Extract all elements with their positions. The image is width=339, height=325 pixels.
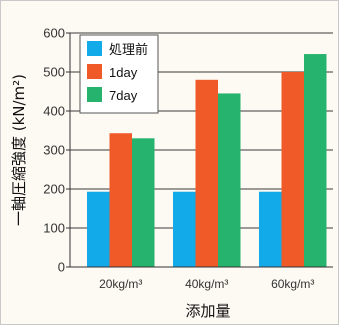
y-tick-label: 0 xyxy=(58,260,65,275)
bar xyxy=(259,191,282,267)
x-axis-title: 添加量 xyxy=(185,302,230,320)
bars xyxy=(87,54,327,268)
legend-swatch xyxy=(87,41,102,56)
y-tick-label: 200 xyxy=(43,182,65,197)
bar xyxy=(109,133,132,267)
y-tick-label: 300 xyxy=(43,143,65,158)
bar xyxy=(218,93,241,267)
y-tick-label: 100 xyxy=(43,221,65,236)
x-tick-label: 20kg/m³ xyxy=(99,277,142,291)
y-tick-label: 600 xyxy=(43,26,65,41)
x-tick-label: 40kg/m³ xyxy=(185,277,228,291)
x-tick-label: 60kg/m³ xyxy=(271,277,314,291)
bar xyxy=(281,72,304,267)
y-tick-label: 400 xyxy=(43,104,65,119)
bar xyxy=(304,54,327,268)
x-tick-labels: 20kg/m³ 40kg/m³ 60kg/m³ xyxy=(99,277,314,291)
y-tick-label: 500 xyxy=(43,65,65,80)
legend-label: 処理前 xyxy=(109,42,148,57)
y-axis-title: 一軸圧縮強度 (kN/m²) xyxy=(10,74,28,226)
legend-label: 7day xyxy=(109,88,138,103)
legend-swatch xyxy=(87,64,102,79)
bar xyxy=(173,191,196,267)
y-tick-labels: 0 100 200 300 400 500 600 xyxy=(43,26,65,275)
bar xyxy=(195,79,218,267)
legend: 処理前 1day 7day xyxy=(79,34,159,114)
bar xyxy=(132,138,155,267)
axes xyxy=(66,32,333,268)
bar xyxy=(87,191,110,267)
legend-label: 1day xyxy=(109,65,138,80)
legend-swatch xyxy=(87,87,102,102)
